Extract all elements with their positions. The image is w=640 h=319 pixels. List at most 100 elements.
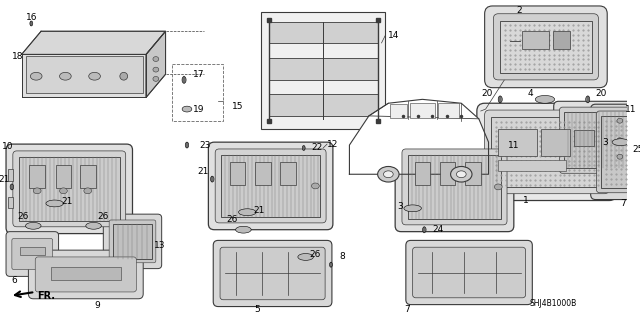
Ellipse shape [612,139,630,145]
Bar [440,162,456,185]
Ellipse shape [239,209,256,216]
FancyBboxPatch shape [559,107,630,173]
FancyBboxPatch shape [28,250,143,299]
Ellipse shape [26,222,41,229]
Bar [20,247,45,255]
FancyBboxPatch shape [484,6,607,88]
Bar [499,129,537,156]
Bar [541,129,570,156]
Text: 2: 2 [517,6,522,15]
Text: 21: 21 [253,206,265,215]
Bar [113,224,152,259]
Text: 7: 7 [620,199,626,208]
Bar [56,165,71,188]
FancyBboxPatch shape [591,104,640,200]
Text: 21: 21 [61,197,73,206]
Ellipse shape [236,226,251,233]
Bar [269,94,378,116]
Ellipse shape [30,21,33,26]
Ellipse shape [586,96,590,103]
Text: 26: 26 [226,215,237,225]
Bar [51,267,121,280]
Polygon shape [22,55,146,97]
Text: 6: 6 [11,276,17,285]
Text: 8: 8 [340,252,346,262]
Text: 5: 5 [254,305,260,314]
Text: 20: 20 [481,89,492,98]
Text: 26: 26 [18,211,29,220]
Polygon shape [146,31,166,97]
FancyBboxPatch shape [406,241,532,305]
Text: 21: 21 [198,167,209,176]
Text: 1: 1 [523,196,529,205]
Bar [390,104,407,118]
Ellipse shape [182,106,192,112]
FancyBboxPatch shape [35,257,136,292]
Bar [499,160,566,171]
Text: 13: 13 [154,241,166,250]
FancyBboxPatch shape [6,144,132,234]
Ellipse shape [498,96,502,103]
Text: 12: 12 [327,140,339,149]
Text: 11: 11 [508,141,520,150]
Text: 9: 9 [95,301,100,310]
FancyBboxPatch shape [109,220,156,263]
Bar [553,31,570,49]
Text: SHJ4B1000B: SHJ4B1000B [529,299,577,308]
Ellipse shape [404,205,421,212]
Bar [269,58,378,80]
Ellipse shape [451,167,472,182]
Bar [408,155,501,219]
FancyBboxPatch shape [484,110,609,194]
Text: 21: 21 [0,174,10,184]
FancyBboxPatch shape [215,149,326,223]
Text: 25: 25 [633,145,640,154]
FancyBboxPatch shape [6,232,59,276]
Ellipse shape [298,254,314,260]
Ellipse shape [30,72,42,80]
Ellipse shape [494,184,502,190]
Text: 3: 3 [397,202,403,211]
FancyBboxPatch shape [402,149,507,225]
Bar [221,155,320,217]
FancyBboxPatch shape [413,247,525,298]
Text: 26: 26 [310,250,321,259]
Bar [8,197,13,208]
Text: FR.: FR. [37,291,55,301]
Ellipse shape [422,227,426,233]
Bar [230,162,245,185]
Ellipse shape [10,184,13,190]
FancyBboxPatch shape [596,111,640,193]
FancyBboxPatch shape [12,239,52,270]
FancyBboxPatch shape [13,151,125,227]
Text: 7: 7 [404,305,410,314]
Text: 16: 16 [26,13,37,22]
Bar [26,56,143,93]
Bar [261,12,385,129]
Bar [255,162,271,185]
Ellipse shape [33,188,41,194]
Bar [280,162,296,185]
Ellipse shape [153,56,159,62]
Bar [29,165,45,188]
Text: 18: 18 [12,52,24,61]
FancyBboxPatch shape [103,214,162,269]
Text: 4: 4 [527,89,533,98]
Ellipse shape [456,171,466,178]
Ellipse shape [185,142,189,148]
Ellipse shape [617,118,623,123]
Ellipse shape [634,155,640,161]
Ellipse shape [383,171,393,178]
Ellipse shape [312,183,319,189]
Text: 15: 15 [232,102,243,111]
Bar [19,157,120,221]
FancyBboxPatch shape [554,101,636,179]
Ellipse shape [378,167,399,182]
Bar [492,117,602,187]
FancyBboxPatch shape [477,103,617,201]
Text: 24: 24 [433,225,444,234]
Text: 17: 17 [193,70,204,78]
Text: 22: 22 [312,144,323,152]
Ellipse shape [211,176,214,182]
FancyBboxPatch shape [220,247,325,300]
